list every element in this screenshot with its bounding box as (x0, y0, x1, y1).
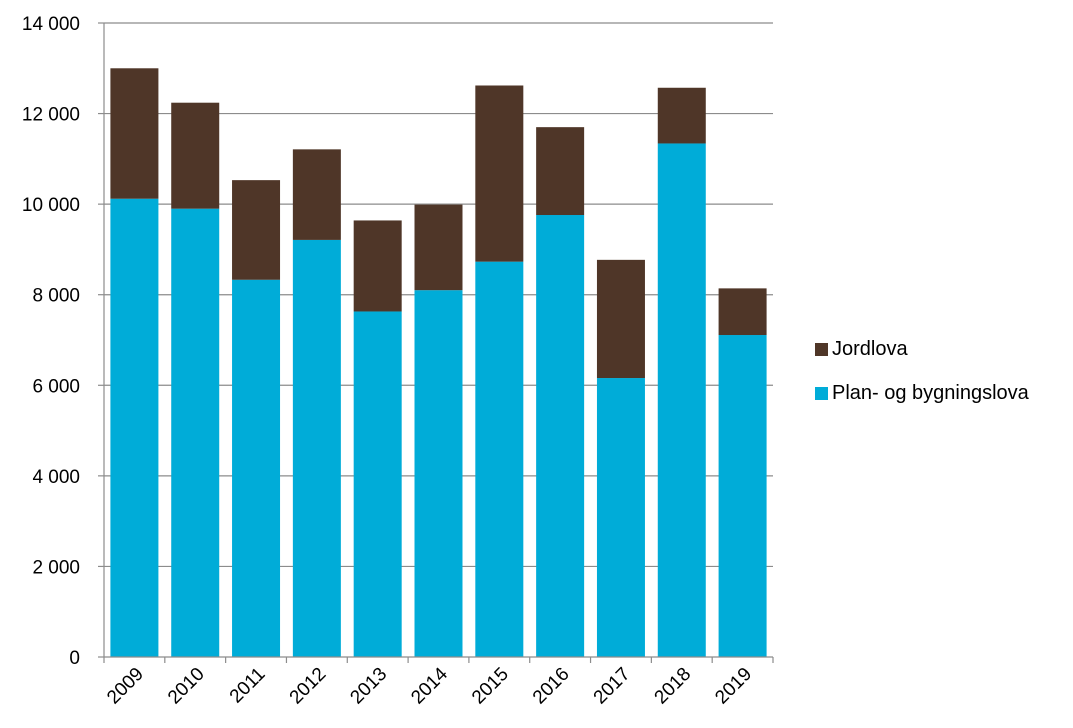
bar-segment-plan-og-bygningslova-2009 (110, 198, 159, 658)
bar-segment-plan-og-bygningslova-2014 (414, 290, 463, 657)
x-tick-label: 2016 (529, 664, 574, 709)
y-tick-label: 14 000 (22, 14, 80, 35)
legend-label-jordlova: Jordlova (832, 337, 908, 360)
x-tick-label: 2012 (286, 664, 331, 709)
y-tick-label: 0 (69, 648, 80, 669)
bar-segment-plan-og-bygningslova-2017 (596, 378, 645, 657)
bar-segment-plan-og-bygningslova-2018 (657, 143, 706, 657)
y-tick-label: 6 000 (32, 376, 80, 397)
legend-swatch-plan-og-bygningslova (815, 386, 828, 400)
bar-segment-jordlova-2018 (657, 87, 706, 144)
bar-segment-plan-og-bygningslova-2013 (353, 311, 402, 657)
x-tick-label: 2011 (226, 664, 270, 708)
x-tick-labels: 2009 2010 2011 2012 2013 2014 2015 2016 2017 2018… (103, 663, 756, 708)
y-tick-labels: 0 2 000 4 000 6 000 8 000 10 000 12 000 14 000 (22, 14, 80, 669)
y-tick-label: 4 000 (32, 467, 80, 488)
bar-segment-jordlova-2010 (171, 102, 220, 209)
x-tick-label: 2018 (651, 664, 696, 709)
x-tick-label: 2013 (346, 664, 391, 709)
x-tick-label: 2015 (468, 664, 513, 709)
legend-item-plan-og-bygningslova: Plan- og bygningslova (815, 380, 1029, 406)
y-tick-label: 2 000 (32, 557, 80, 578)
x-tick-label: 2019 (711, 664, 756, 709)
x-tick-label: 2017 (590, 664, 635, 709)
y-tick-label: 8 000 (32, 286, 80, 307)
bar-segment-jordlova-2014 (414, 204, 463, 291)
legend-label-plan-og-bygningslova: Plan- og bygningslova (832, 381, 1029, 404)
bar-segment-jordlova-2017 (596, 259, 645, 379)
legend-item-jordlova: Jordlova (815, 336, 1029, 362)
x-tick-label: 2009 (103, 664, 148, 709)
bar-segment-plan-og-bygningslova-2015 (475, 261, 524, 657)
bar-segment-jordlova-2019 (718, 288, 767, 336)
bar-segment-jordlova-2016 (536, 127, 585, 216)
bar-segment-plan-og-bygningslova-2012 (292, 239, 341, 657)
y-tick-label: 12 000 (22, 105, 80, 126)
bar-segment-jordlova-2012 (292, 149, 341, 240)
bar-segment-jordlova-2011 (232, 180, 281, 280)
bar-segment-jordlova-2015 (475, 85, 524, 262)
bar-segment-plan-og-bygningslova-2016 (536, 215, 585, 658)
bar-segment-jordlova-2009 (110, 68, 159, 199)
bar-segment-plan-og-bygningslova-2010 (171, 208, 220, 657)
x-tick-label: 2010 (164, 664, 209, 709)
bar-segment-plan-og-bygningslova-2019 (718, 335, 767, 657)
bar-segment-jordlova-2013 (353, 220, 402, 312)
legend-swatch-jordlova (815, 342, 828, 356)
x-tick-label: 2014 (407, 663, 452, 708)
y-tick-label: 10 000 (22, 195, 80, 216)
legend: Jordlova Plan- og bygningslova (815, 336, 1029, 424)
axes-group (98, 22, 774, 663)
bar-segment-plan-og-bygningslova-2011 (232, 279, 281, 657)
bars-group (110, 68, 767, 658)
